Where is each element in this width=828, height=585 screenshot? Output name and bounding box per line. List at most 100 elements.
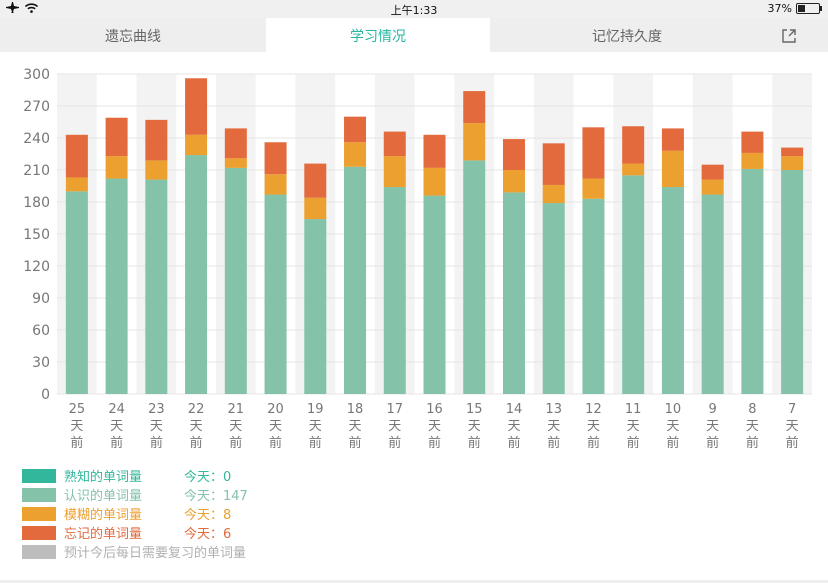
battery-percent: 37% bbox=[767, 2, 792, 15]
x-tick-label: 天 bbox=[507, 419, 520, 434]
bar-segment-2 bbox=[741, 152, 764, 169]
bar-segment-1 bbox=[264, 194, 287, 394]
legend-item-familiar: 熟知的单词量 今天：0 bbox=[22, 466, 722, 485]
bar-segment-1 bbox=[145, 179, 168, 394]
bar-segment-3 bbox=[224, 128, 247, 159]
bar-segment-2 bbox=[661, 150, 684, 188]
y-tick-label: 270 bbox=[23, 99, 50, 115]
x-tick-label: 天 bbox=[110, 419, 123, 434]
legend-today-forgot: 今天：6 bbox=[184, 527, 232, 542]
x-tick-label: 天 bbox=[229, 419, 242, 434]
legend-today-familiar: 今天：0 bbox=[184, 470, 232, 485]
tab-forgetting-curve[interactable]: 遗忘曲线 bbox=[105, 29, 161, 45]
bar-segment-2 bbox=[383, 156, 406, 188]
x-tick-label: 天 bbox=[388, 419, 401, 434]
bar-segment-1 bbox=[65, 191, 88, 394]
x-tick-label: 前 bbox=[150, 435, 163, 451]
x-tick-label: 24 bbox=[108, 402, 125, 417]
legend-item-known: 认识的单词量 今天：147 bbox=[22, 485, 722, 504]
x-tick-label: 前 bbox=[190, 435, 203, 451]
legend-item-forgot: 忘记的单词量 今天：6 bbox=[22, 523, 722, 542]
x-tick-label: 前 bbox=[70, 435, 83, 451]
bar-segment-2 bbox=[582, 178, 605, 199]
bottom-divider bbox=[0, 580, 828, 583]
x-tick-label: 21 bbox=[228, 402, 245, 417]
bar-segment-2 bbox=[145, 160, 168, 180]
bar-segment-2 bbox=[105, 156, 128, 179]
bar-segment-2 bbox=[344, 142, 367, 167]
tab-bar: 遗忘曲线 学习情况 记忆持久度 bbox=[0, 18, 828, 52]
bar-segment-2 bbox=[463, 123, 486, 161]
share-icon[interactable] bbox=[780, 27, 798, 45]
x-tick-label: 前 bbox=[388, 435, 401, 451]
bar-segment-3 bbox=[344, 116, 367, 143]
x-tick-label: 天 bbox=[349, 419, 362, 434]
x-tick-label: 前 bbox=[468, 435, 481, 451]
x-tick-label: 前 bbox=[706, 435, 719, 451]
bar-segment-1 bbox=[622, 175, 645, 394]
x-tick-label: 15 bbox=[466, 402, 483, 417]
bar-segment-1 bbox=[344, 166, 367, 394]
x-tick-label: 17 bbox=[386, 402, 403, 417]
legend-swatch-familiar bbox=[22, 468, 56, 483]
bar-segment-1 bbox=[105, 178, 128, 394]
bar-segment-1 bbox=[423, 195, 446, 394]
legend-swatch-forgot bbox=[22, 525, 56, 540]
bar-segment-2 bbox=[701, 179, 724, 195]
bar-segment-1 bbox=[542, 203, 565, 394]
legend-today-fuzzy: 今天：8 bbox=[184, 508, 232, 523]
x-tick-label: 天 bbox=[150, 419, 163, 434]
x-tick-label: 前 bbox=[269, 435, 282, 451]
x-tick-label: 天 bbox=[190, 419, 203, 434]
bar-segment-3 bbox=[383, 131, 406, 157]
x-tick-label: 8 bbox=[748, 402, 756, 417]
battery-icon bbox=[796, 3, 822, 14]
x-tick-label: 前 bbox=[349, 435, 362, 451]
y-tick-label: 0 bbox=[41, 387, 50, 403]
bar-segment-2 bbox=[622, 163, 645, 176]
x-tick-label: 12 bbox=[585, 402, 602, 417]
bar-segment-3 bbox=[741, 131, 764, 153]
y-tick-label: 240 bbox=[23, 131, 50, 147]
y-tick-label: 30 bbox=[32, 355, 50, 371]
status-bar: 上午1:33 37% bbox=[0, 0, 828, 18]
y-tick-label: 300 bbox=[23, 67, 50, 83]
bar-segment-3 bbox=[145, 119, 168, 161]
y-tick-label: 180 bbox=[23, 195, 50, 211]
bar-segment-1 bbox=[502, 192, 525, 394]
x-tick-label: 13 bbox=[545, 402, 562, 417]
x-tick-label: 天 bbox=[627, 419, 640, 434]
x-tick-label: 11 bbox=[625, 402, 642, 417]
x-tick-label: 前 bbox=[110, 435, 123, 451]
x-tick-label: 7 bbox=[788, 402, 796, 417]
battery-level bbox=[798, 5, 806, 12]
bar-segment-1 bbox=[781, 170, 804, 394]
bar-segment-2 bbox=[423, 167, 446, 196]
x-tick-label: 25 bbox=[69, 402, 86, 417]
tab-memory-durability[interactable]: 记忆持久度 bbox=[592, 29, 662, 45]
legend-label-familiar: 熟知的单词量 bbox=[64, 470, 143, 485]
x-tick-label: 前 bbox=[666, 435, 679, 451]
x-tick-label: 前 bbox=[428, 435, 441, 451]
y-tick-label: 60 bbox=[32, 323, 50, 339]
x-tick-label: 前 bbox=[229, 435, 242, 451]
bar-segment-2 bbox=[224, 158, 247, 168]
bar-segment-1 bbox=[582, 198, 605, 394]
airplane-icon bbox=[6, 2, 19, 16]
x-tick-label: 天 bbox=[468, 419, 481, 434]
bar-segment-1 bbox=[185, 155, 208, 394]
chart-legend: 熟知的单词量 今天：0 认识的单词量 今天：147 模糊的单词量 今天：8 忘记… bbox=[22, 466, 722, 561]
tab-study-status[interactable]: 学习情况 bbox=[266, 18, 490, 52]
wifi-icon bbox=[24, 2, 39, 16]
bar-segment-1 bbox=[463, 160, 486, 394]
bar-segment-3 bbox=[701, 164, 724, 180]
x-tick-label: 天 bbox=[587, 419, 600, 434]
x-tick-label: 前 bbox=[547, 435, 560, 451]
x-tick-label: 10 bbox=[665, 402, 682, 417]
x-tick-label: 20 bbox=[267, 402, 284, 417]
x-tick-label: 9 bbox=[709, 402, 717, 417]
bar-segment-1 bbox=[661, 187, 684, 394]
y-tick-label: 150 bbox=[23, 227, 50, 243]
bar-segment-3 bbox=[105, 117, 128, 157]
bar-segment-2 bbox=[304, 197, 327, 220]
